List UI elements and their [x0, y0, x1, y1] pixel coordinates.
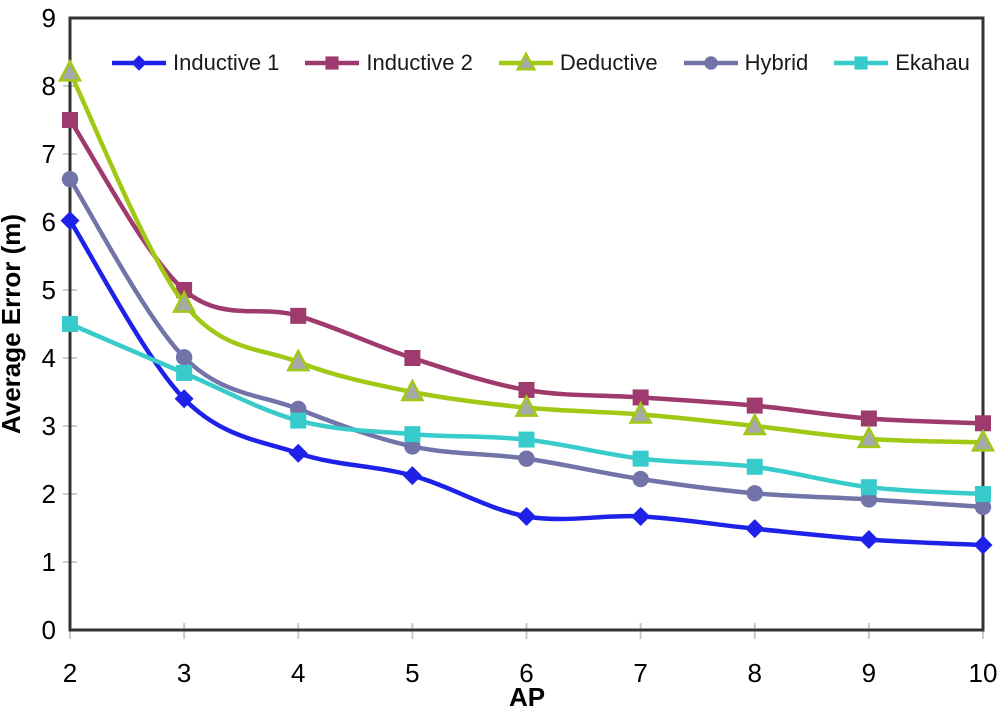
- marker-square: [975, 415, 991, 432]
- marker-square: [746, 397, 763, 414]
- legend-marker-square-icon: [305, 56, 360, 70]
- marker-square: [860, 479, 877, 496]
- legend-label: Ekahau: [895, 50, 970, 75]
- marker-diamond: [288, 443, 308, 463]
- marker-square: [404, 350, 421, 366]
- axis-ticks: [63, 85, 984, 639]
- legend-marker-circle-icon: [683, 56, 738, 70]
- marker-circle: [860, 491, 878, 508]
- marker-triangle: [742, 412, 767, 436]
- marker-diamond: [517, 506, 536, 526]
- marker-diamond: [174, 389, 194, 409]
- marker-diamond: [131, 55, 147, 71]
- legend-marker-diamond-icon: [112, 55, 166, 71]
- marker-square: [62, 316, 78, 332]
- y-tick-label-8: 8: [42, 71, 56, 101]
- legend-label: Deductive: [559, 50, 658, 75]
- marker-circle: [404, 438, 421, 455]
- marker-square: [975, 486, 991, 502]
- marker-square: [746, 458, 763, 475]
- y-tick-label-5: 5: [42, 275, 56, 305]
- marker-diamond: [745, 519, 765, 539]
- legend-item-ekahau: Ekahau: [834, 50, 970, 76]
- series-deductive: [57, 58, 996, 452]
- x-tick-labels: 2 3 4 5 6 7 8 9 10: [63, 658, 998, 688]
- x-tick-label-5: 5: [405, 658, 419, 688]
- marker-triangle: [514, 393, 539, 417]
- marker-square: [290, 307, 307, 324]
- marker-diamond: [859, 530, 879, 550]
- marker-square: [325, 56, 339, 70]
- marker-circle: [518, 450, 535, 467]
- x-axis-title: AP: [509, 682, 545, 712]
- series-inductive-2: [62, 112, 991, 432]
- x-tick-label-2: 2: [63, 658, 77, 688]
- legend-label: Inductive 2: [366, 50, 473, 75]
- marker-circle: [61, 170, 79, 188]
- marker-square: [518, 381, 535, 398]
- x-tick-label-3: 3: [177, 658, 191, 688]
- marker-square: [518, 431, 535, 448]
- marker-diamond: [402, 466, 422, 486]
- marker-diamond: [973, 535, 993, 555]
- y-tick-label-6: 6: [42, 207, 56, 237]
- legend-item-deductive: Deductive: [498, 50, 658, 76]
- y-tick-label-9: 9: [42, 3, 56, 33]
- y-tick-label-2: 2: [42, 479, 56, 509]
- legend-label: Hybrid: [744, 50, 809, 75]
- marker-triangle: [172, 289, 197, 313]
- marker-square: [62, 112, 78, 128]
- legend-marker-square-icon: [834, 56, 889, 70]
- marker-triangle: [286, 348, 311, 372]
- marker-circle: [974, 498, 992, 516]
- marker-square: [404, 426, 421, 443]
- legend-marker-triangle-icon: [498, 51, 553, 71]
- marker-diamond: [631, 506, 651, 526]
- marker-circle: [175, 349, 193, 366]
- y-tick-labels: 0 1 2 3 4 5 6 7 8 9: [42, 3, 56, 645]
- y-tick-label-3: 3: [42, 411, 56, 441]
- series-inductive-1: [60, 211, 993, 555]
- x-tick-label-8: 8: [748, 658, 762, 688]
- y-tick-label-7: 7: [42, 139, 56, 169]
- series-ekahau: [62, 316, 991, 502]
- marker-triangle: [400, 378, 425, 402]
- marker-triangle: [515, 51, 537, 71]
- marker-circle: [632, 470, 649, 488]
- marker-triangle: [628, 400, 653, 424]
- y-tick-label-4: 4: [42, 343, 56, 373]
- marker-square: [854, 56, 868, 70]
- marker-square: [176, 364, 193, 381]
- marker-triangle: [970, 428, 996, 452]
- x-tick-label-7: 7: [633, 658, 647, 688]
- legend-item-inductive-1: Inductive 1: [112, 50, 279, 76]
- marker-square: [632, 450, 649, 467]
- legend-item-inductive-2: Inductive 2: [305, 50, 473, 76]
- x-tick-label-4: 4: [291, 658, 305, 688]
- legend-label: Inductive 1: [173, 50, 280, 75]
- series-layer: [57, 58, 996, 555]
- y-tick-label-0: 0: [42, 615, 56, 645]
- marker-triangle: [57, 58, 83, 82]
- x-tick-label-6: 6: [519, 658, 533, 688]
- series-hybrid: [61, 170, 992, 516]
- x-tick-label-9: 9: [862, 658, 876, 688]
- y-tick-label-1: 1: [42, 547, 56, 577]
- y-axis-title: Average Error (m): [0, 214, 26, 434]
- marker-square: [632, 389, 649, 406]
- legend-item-hybrid: Hybrid: [683, 50, 809, 76]
- marker-circle: [703, 56, 718, 70]
- marker-triangle: [856, 425, 881, 449]
- marker-circle: [746, 485, 763, 502]
- marker-diamond: [60, 211, 80, 231]
- x-tick-label-10: 10: [969, 658, 998, 688]
- chart-legend: Inductive 1 Inductive 2 Deductive Hybrid Eka…: [112, 50, 970, 76]
- marker-square: [860, 410, 877, 427]
- marker-square: [290, 412, 307, 429]
